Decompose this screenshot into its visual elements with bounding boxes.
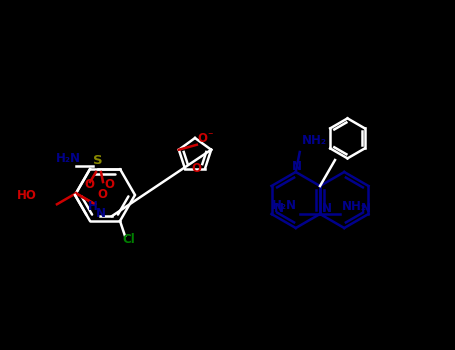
Text: NH₂: NH₂ bbox=[302, 134, 327, 147]
Text: ⁻: ⁻ bbox=[207, 131, 212, 141]
Text: H₂N: H₂N bbox=[56, 152, 81, 165]
Text: NH₂: NH₂ bbox=[342, 200, 367, 213]
Text: N: N bbox=[292, 160, 302, 173]
Text: O: O bbox=[191, 162, 201, 175]
Text: Cl: Cl bbox=[122, 233, 135, 246]
Text: HO: HO bbox=[17, 189, 37, 202]
Text: O: O bbox=[104, 178, 114, 191]
Text: N: N bbox=[322, 202, 332, 215]
Text: S: S bbox=[93, 154, 103, 167]
Text: N: N bbox=[96, 207, 106, 220]
Text: O: O bbox=[198, 132, 208, 145]
Text: O: O bbox=[97, 188, 107, 201]
Text: N: N bbox=[360, 202, 370, 215]
Text: H₂N: H₂N bbox=[272, 199, 297, 212]
Text: H: H bbox=[88, 200, 98, 213]
Text: O: O bbox=[84, 178, 94, 191]
Text: N: N bbox=[273, 202, 283, 215]
